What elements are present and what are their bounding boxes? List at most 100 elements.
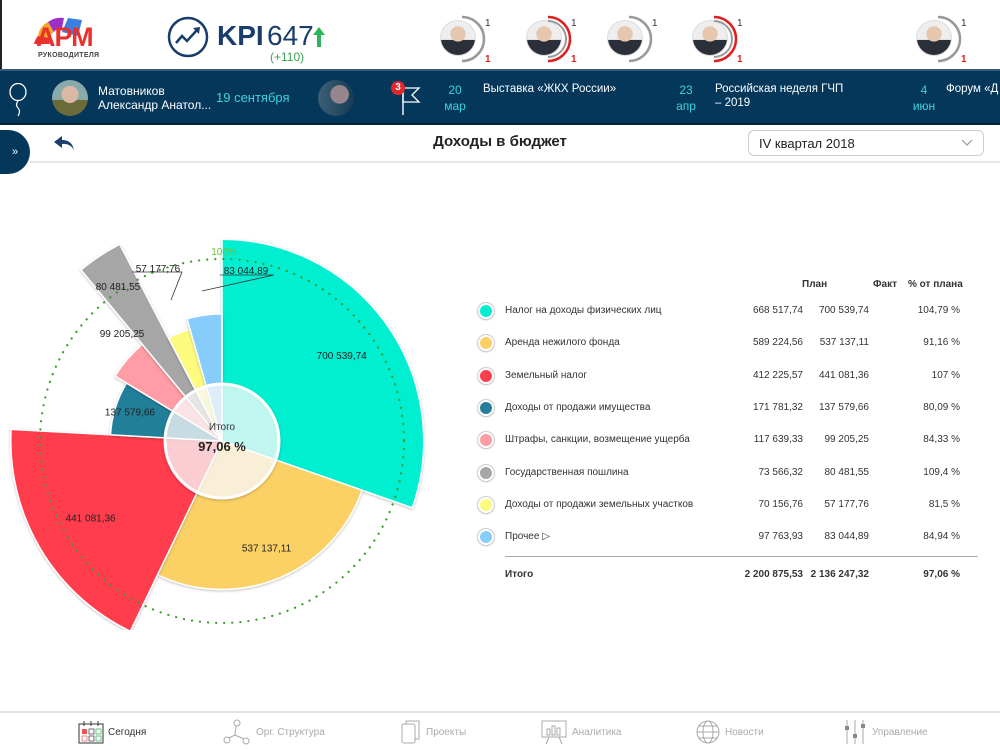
kpi-delta: (+110) xyxy=(270,50,305,64)
slice-data-label: 57 177,76 xyxy=(136,264,181,275)
row-pct: 109,4 % xyxy=(923,466,960,478)
table-total-row: Итого 2 200 875,53 2 136 247,32 97,06 % xyxy=(475,564,975,596)
row-plan: 668 517,74 xyxy=(752,305,803,316)
row-fact: 80 481,55 xyxy=(824,466,870,478)
slice-data-label: 83 044,89 xyxy=(224,266,269,277)
nav-org-structure[interactable]: Орг. Структура xyxy=(222,719,325,745)
nav-label: Сегодня xyxy=(108,726,147,738)
center-divider xyxy=(206,387,223,442)
events-bar: Матовников Александр Анатол... 19 сентяб… xyxy=(0,69,1000,125)
person-avatar[interactable]: 1 1 xyxy=(914,12,974,68)
birthday-person-name[interactable]: Матовников Александр Анатол... xyxy=(98,84,211,112)
event-date[interactable]: 20 мар xyxy=(444,83,466,113)
person-avatar[interactable]: 1 1 xyxy=(524,12,584,68)
col-header-pct: % от плана xyxy=(908,279,963,290)
period-select-value: IV квартал 2018 xyxy=(759,136,855,151)
label-leader-line xyxy=(132,271,183,301)
event-title[interactable]: Выставка «ЖКХ России» xyxy=(483,83,617,95)
person-avatar[interactable]: 1 1 xyxy=(690,12,750,68)
row-fact: 537 137,11 xyxy=(819,337,869,349)
kpi-label[interactable]: KPI xyxy=(217,20,264,51)
slice-data-label: 537 137,11 xyxy=(242,544,292,555)
period-select[interactable]: IV квартал 2018 xyxy=(748,130,984,156)
person-avatar[interactable]: 1 1 xyxy=(438,12,498,68)
nav-label: Управление xyxy=(872,726,928,738)
person-count-top: 1 xyxy=(571,18,577,29)
events-count-badge: 3 xyxy=(391,81,405,95)
row-fact: 441 081,36 xyxy=(818,369,869,381)
reference-label: 100% xyxy=(211,247,237,258)
row-label: Государственная пошлина xyxy=(505,466,629,478)
table-row[interactable]: Земельный налог 412 225,57 441 081,36 107 % xyxy=(475,365,975,397)
table-row[interactable]: Штрафы, санкции, возмещение ущерба 117 63… xyxy=(475,429,975,461)
center-divider xyxy=(174,412,223,442)
balloon-icon[interactable] xyxy=(8,83,28,117)
row-pct: 84,94 % xyxy=(923,531,960,543)
app-logo-subtitle: РУКОВОДИТЕЛЯ xyxy=(38,52,100,59)
legend-color-dot xyxy=(478,303,494,319)
row-label: Доходы от продажи земельных участков xyxy=(505,498,694,510)
row-fact: 83 044,89 xyxy=(824,531,870,543)
event-date[interactable]: 23 апр xyxy=(676,83,696,113)
nav-projects[interactable]: Проекты xyxy=(400,720,466,744)
row-label: Аренда нежилого фонда xyxy=(505,337,620,349)
event-title[interactable]: Форум «Д xyxy=(946,83,999,95)
birthday-name-line2: Александр Анатол... xyxy=(98,98,212,112)
nav-label: Проекты xyxy=(426,726,467,738)
total-fact: 2 136 247,32 xyxy=(810,569,869,580)
app-logo-icon xyxy=(34,17,82,44)
nav-news[interactable]: Новости xyxy=(695,720,764,744)
row-label[interactable]: Прочее ▷ xyxy=(505,531,550,543)
row-plan: 117 639,33 xyxy=(753,434,803,446)
center-value: 97,06 % xyxy=(198,439,246,454)
row-pct: 107 % xyxy=(931,369,960,381)
row-plan: 412 225,57 xyxy=(752,369,803,381)
slice-data-label: 441 081,36 xyxy=(66,514,116,525)
person-avatar[interactable]: 1 xyxy=(605,12,665,68)
birthday-avatar[interactable] xyxy=(52,80,88,116)
projects-icon xyxy=(401,720,420,744)
col-header-plan: План xyxy=(802,279,828,290)
progress-ring-icon xyxy=(713,15,738,63)
progress-ring-icon xyxy=(461,15,486,63)
row-pct: 104,79 % xyxy=(917,305,960,316)
nav-analytics[interactable]: Аналитика xyxy=(540,720,622,745)
globe-icon xyxy=(696,720,720,744)
pie-slice[interactable] xyxy=(10,428,224,630)
analytics-icon xyxy=(541,720,567,745)
row-fact: 57 177,76 xyxy=(824,498,870,510)
nav-label: Новости xyxy=(725,726,764,738)
row-fact: 137 579,66 xyxy=(818,401,869,413)
center-divider xyxy=(197,440,223,491)
total-label: Итого xyxy=(505,569,534,580)
event-title[interactable]: Российская неделя ГЧП – 2019 xyxy=(715,83,844,109)
progress-ring-icon xyxy=(937,15,962,63)
center-divider xyxy=(167,437,223,442)
table-row[interactable]: Государственная пошлина 73 566,32 80 481,5… xyxy=(475,462,975,494)
row-plan: 73 566,32 xyxy=(758,466,804,478)
avatar xyxy=(692,20,728,56)
back-arrow-icon[interactable] xyxy=(52,133,76,153)
kpi-value[interactable]: 647 xyxy=(267,20,314,51)
nav-management[interactable]: Управление xyxy=(842,720,928,744)
nav-today[interactable]: Сегодня xyxy=(78,720,146,744)
avatar xyxy=(607,20,643,56)
birthday-avatar-next[interactable] xyxy=(318,80,354,116)
table-row[interactable]: Налог на доходы физических лиц 668 517,74… xyxy=(475,300,975,332)
table-row[interactable]: Прочее ▷ 97 763,93 83 044,89 84,94 % xyxy=(475,526,975,558)
revenue-pie-chart: 100% Итого 97,06 % 700 539,74 537 137,11 441 … xyxy=(10,238,425,630)
table-row[interactable]: Доходы от продажи земельных участков 70 1… xyxy=(475,494,975,526)
org-structure-icon xyxy=(223,719,250,745)
person-count-top: 1 xyxy=(961,18,967,29)
row-fact: 99 205,25 xyxy=(824,434,870,446)
row-plan: 171 781,32 xyxy=(752,401,803,413)
event-date[interactable]: 4 июн xyxy=(912,83,936,113)
kpi-trend-icon[interactable] xyxy=(167,16,209,58)
table-row[interactable]: Доходы от продажи имущества 171 781,32 137… xyxy=(475,397,975,429)
app-logo-text: АРМ xyxy=(36,22,94,52)
pie-slice[interactable] xyxy=(79,243,223,442)
person-count-bottom: 1 xyxy=(571,54,577,65)
avatar xyxy=(440,20,476,56)
table-row[interactable]: Аренда нежилого фонда 589 224,56 537 137,1… xyxy=(475,332,975,364)
row-pct: 91,16 % xyxy=(923,337,960,349)
